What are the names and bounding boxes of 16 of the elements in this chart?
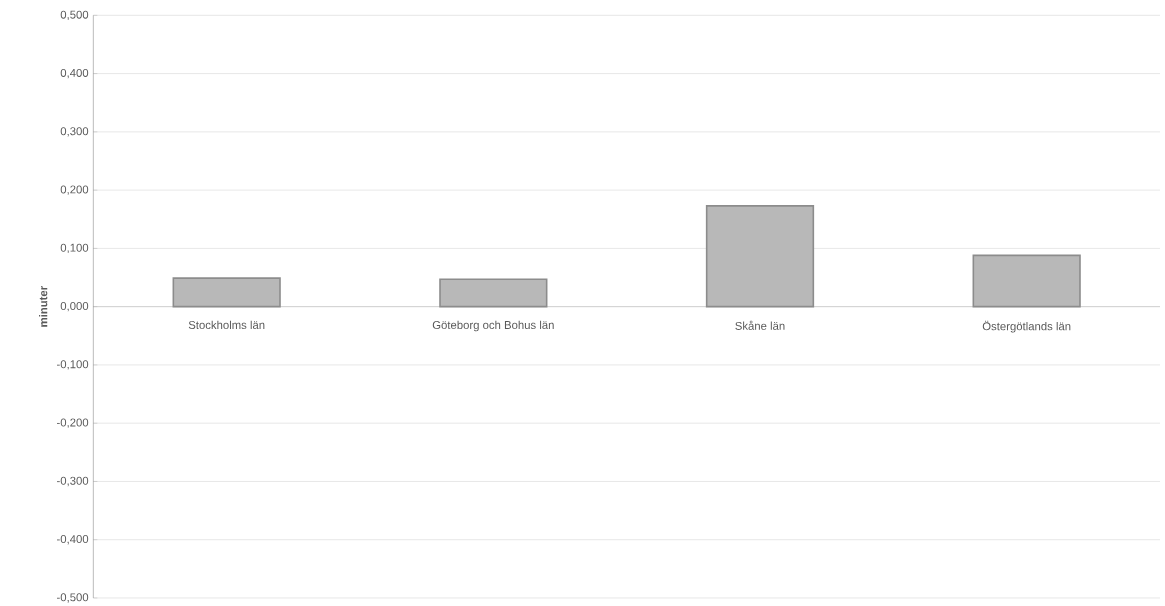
x-tick-label: Skåne län [735,320,785,330]
y-tick-label: -0,400 [57,535,89,545]
y-axis-title: minuter [39,286,48,327]
y-tick-label: 0,100 [60,243,89,254]
x-tick-label: Stockholms län [188,320,265,330]
y-tick-label: 0,500 [60,10,89,20]
x-tick-label: Östergötlands län [982,320,1071,333]
y-tick-label: -0,100 [57,360,89,370]
y-tick-label: 0,300 [60,127,89,137]
y-tick-label: -0,200 [57,418,89,428]
y-tick-label: 0,400 [60,68,89,79]
y-tick-label: -0,500 [57,593,89,603]
y-tick-label: 0,000 [60,301,89,312]
x-tick-label: Göteborg och Bohus län [432,320,554,332]
y-tick-label: -0,300 [57,476,89,487]
y-tick-label: 0,200 [60,185,89,195]
